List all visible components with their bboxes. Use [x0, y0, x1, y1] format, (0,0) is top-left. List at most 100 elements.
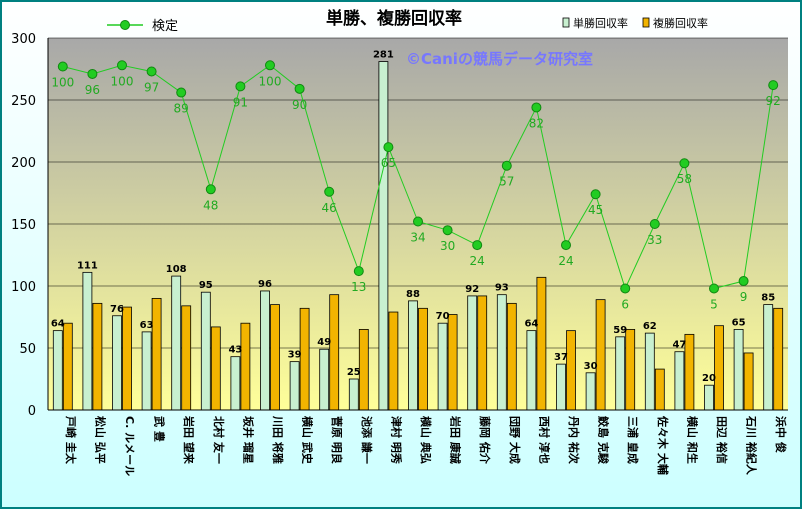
bar-place [92, 302, 103, 411]
x-category-label: 池添 謙一 [360, 416, 374, 464]
line-marker [205, 184, 216, 195]
bar-place [447, 314, 458, 411]
line-value-label: 96 [85, 83, 100, 97]
bar-win [171, 275, 182, 411]
line-value-label: 90 [292, 98, 307, 112]
bar-place [388, 311, 399, 411]
line-marker [442, 225, 453, 236]
x-axis-category-labels: 戸崎 圭太 松山 弘平 C. ルメール 武 豊 岩田 望来 北村 友一 坂井 瑠星 川田 将雅… [64, 415, 788, 476]
line-value-label: 46 [322, 201, 337, 215]
bar-win [112, 315, 122, 411]
line-value-label: 100 [51, 76, 74, 90]
line-marker [590, 189, 601, 200]
line-marker [768, 80, 779, 91]
bar-win-value-label: 64 [51, 319, 65, 330]
x-category-label: 北村 友一 [212, 416, 226, 464]
bar-win-value-label: 65 [732, 317, 746, 328]
bar-win [141, 331, 152, 411]
line-marker [620, 283, 631, 294]
line-marker [353, 266, 364, 277]
x-category-label: 川田 将雅 [271, 415, 285, 464]
bar-win [496, 294, 507, 411]
line-marker [57, 61, 68, 72]
bar-win-value-label: 96 [258, 279, 272, 290]
bar-win-value-label: 49 [317, 337, 331, 348]
x-category-label: 鮫島 克駿 [597, 416, 611, 465]
bar-win-value-label: 281 [373, 50, 394, 61]
line-marker [383, 142, 394, 153]
bar-win-value-label: 43 [228, 345, 242, 356]
line-marker [146, 66, 157, 77]
bar-place [654, 368, 665, 411]
legend: 検定 単勝回収率 複勝回収率 [107, 16, 708, 34]
bar-win-value-label: 70 [436, 311, 450, 322]
y-tick-label: 50 [19, 342, 36, 357]
x-category-label: 藤岡 佑介 [478, 416, 492, 465]
bar-win [585, 372, 596, 411]
line-value-label: 9 [740, 290, 748, 304]
bar-place [743, 352, 754, 411]
bar-place [625, 328, 636, 411]
line-marker [265, 60, 275, 71]
x-category-label: 武 豊 [153, 416, 167, 442]
x-category-label: 坂井 瑠星 [241, 416, 255, 464]
line-marker [235, 81, 246, 92]
bar-win [674, 351, 685, 411]
line-value-label: 57 [499, 175, 514, 189]
y-tick-label: 100 [11, 280, 36, 295]
bar-win-value-label: 59 [613, 325, 627, 336]
line-value-label: 45 [588, 203, 603, 217]
bar-win-value-label: 76 [110, 304, 124, 315]
line-value-label: 6 [621, 297, 629, 311]
bar-place [773, 307, 784, 411]
bar-place [122, 306, 132, 411]
line-marker [117, 60, 127, 71]
x-category-label: C. ルメール [123, 416, 136, 476]
line-marker [531, 102, 542, 113]
bar-win [526, 330, 537, 411]
line-marker [501, 160, 512, 171]
line-value-label: 24 [558, 254, 573, 268]
bar-win-value-label: 108 [166, 264, 187, 275]
bar-win [556, 363, 566, 411]
x-category-label: 横山 武史 [301, 416, 315, 465]
bar-place [477, 295, 488, 411]
bar-win [319, 348, 330, 411]
bar-win [437, 322, 448, 411]
line-marker [294, 83, 305, 94]
bar-win [260, 290, 270, 411]
line-value-label: 30 [440, 239, 455, 253]
bar-win-value-label: 95 [199, 280, 213, 291]
line-marker [679, 158, 690, 169]
bar-win [230, 356, 241, 411]
bar-place [210, 326, 221, 411]
x-category-label: 丹内 祐次 [567, 416, 581, 464]
line-marker [709, 283, 719, 294]
line-value-label: 65 [381, 156, 396, 170]
bar-win-value-label: 93 [495, 283, 509, 294]
line-marker [87, 68, 98, 79]
bar-win [644, 332, 655, 411]
x-category-label: 団野 大成 [508, 416, 522, 464]
watermark: ©Caniの競馬データ研究室 [406, 50, 593, 68]
chart-title: 単勝、複勝回収率 [326, 8, 462, 29]
x-category-label: 佐々木 大輔 [656, 415, 670, 475]
bar-win-value-label: 30 [584, 361, 598, 372]
bar-place [240, 322, 251, 411]
bar-place [506, 302, 517, 411]
bar-place [418, 307, 428, 411]
legend-line-marker [120, 20, 130, 30]
x-category-label: 三浦 皇成 [626, 416, 640, 464]
bar-win [200, 291, 211, 411]
line-value-label: 5 [710, 297, 718, 311]
x-category-label: 菅原 明良 [330, 416, 344, 464]
bar-win [82, 271, 93, 411]
x-category-label: 横山 和生 [685, 416, 699, 464]
line-marker [413, 216, 423, 227]
x-category-label: 浜中 俊 [774, 416, 788, 453]
y-tick-label: 150 [11, 218, 36, 233]
